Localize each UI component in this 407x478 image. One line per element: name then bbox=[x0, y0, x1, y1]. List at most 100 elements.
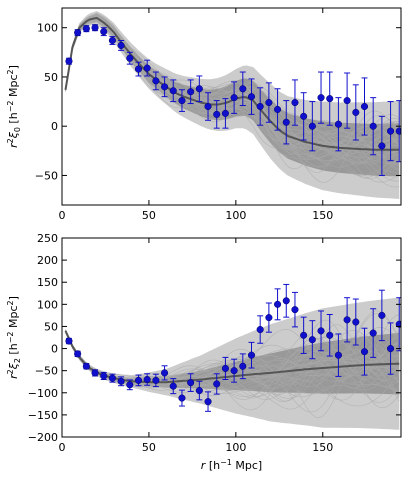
data-point bbox=[247, 93, 256, 101]
y-tick-label: −50 bbox=[35, 365, 58, 378]
data-point bbox=[274, 105, 282, 114]
data-point bbox=[317, 94, 325, 102]
data-point bbox=[387, 127, 395, 135]
y-tick-label: −50 bbox=[35, 169, 58, 182]
data-point bbox=[117, 377, 125, 385]
data-point bbox=[213, 110, 221, 118]
data-point bbox=[117, 41, 125, 49]
data-point bbox=[317, 327, 325, 335]
data-point bbox=[161, 369, 169, 377]
y-tick-label: 50 bbox=[44, 71, 58, 84]
data-point bbox=[326, 95, 334, 103]
data-point bbox=[204, 398, 212, 406]
x-tick-label: 100 bbox=[225, 441, 246, 454]
data-point bbox=[265, 314, 273, 322]
data-point bbox=[187, 88, 195, 96]
data-point bbox=[352, 108, 360, 116]
y-axis-label: r2ξ2 [h−2 Mpc2] bbox=[6, 296, 22, 379]
data-point bbox=[291, 99, 299, 107]
data-point bbox=[195, 387, 203, 395]
data-point bbox=[230, 367, 238, 375]
data-point bbox=[300, 331, 308, 339]
data-point bbox=[169, 382, 177, 390]
data-point bbox=[326, 331, 334, 339]
data-point bbox=[378, 142, 386, 150]
data-point bbox=[74, 29, 82, 37]
data-point bbox=[195, 85, 203, 93]
data-point bbox=[282, 297, 290, 305]
x-tick-label: 150 bbox=[312, 441, 333, 454]
y-tick-label: −100 bbox=[28, 387, 58, 400]
data-point bbox=[204, 102, 212, 111]
plot-area bbox=[64, 283, 401, 430]
data-point bbox=[239, 362, 247, 370]
y-tick-label: 200 bbox=[37, 254, 58, 267]
data-point bbox=[178, 97, 186, 105]
data-point bbox=[161, 83, 169, 91]
data-point bbox=[387, 345, 395, 353]
data-point bbox=[334, 120, 342, 128]
data-point bbox=[91, 369, 99, 377]
x-axis-label: r [h−1 Mpc] bbox=[201, 458, 262, 472]
data-point bbox=[265, 99, 273, 107]
mock-line bbox=[65, 13, 400, 160]
data-point bbox=[308, 336, 316, 344]
data-point bbox=[343, 316, 351, 324]
data-point bbox=[274, 300, 282, 308]
data-point bbox=[178, 394, 186, 402]
data-point bbox=[108, 374, 116, 382]
data-point bbox=[126, 381, 134, 389]
data-point bbox=[100, 28, 108, 36]
data-point bbox=[334, 351, 342, 359]
data-point bbox=[369, 329, 377, 337]
data-point bbox=[91, 24, 99, 32]
x-tick-label: 100 bbox=[225, 209, 246, 222]
data-point bbox=[221, 364, 229, 373]
y-tick-label: 50 bbox=[44, 320, 58, 333]
axes-frame bbox=[61, 7, 402, 206]
data-point bbox=[82, 25, 90, 33]
x-tick-label: 150 bbox=[312, 209, 333, 222]
data-point bbox=[187, 379, 195, 387]
axes-frame bbox=[61, 237, 402, 438]
data-point bbox=[308, 122, 316, 130]
data-point bbox=[360, 348, 369, 356]
data-point bbox=[239, 85, 247, 93]
x-tick-label: 0 bbox=[59, 441, 66, 454]
data-point bbox=[247, 351, 256, 359]
data-point bbox=[395, 127, 401, 135]
x-tick-label: 0 bbox=[59, 209, 66, 222]
data-point bbox=[256, 325, 264, 334]
data-point bbox=[152, 376, 160, 384]
data-point bbox=[82, 362, 90, 370]
y-tick-label: 100 bbox=[37, 298, 58, 311]
y-tick-label: 150 bbox=[37, 276, 58, 289]
data-points bbox=[65, 24, 401, 176]
data-point bbox=[256, 102, 264, 111]
data-point bbox=[134, 376, 143, 384]
data-point bbox=[152, 77, 160, 85]
y-tick-label: 0 bbox=[51, 343, 58, 356]
top-panel-xi0: 0 50 100 150 −50 0 50 100 r2ξ0 [h−2 Mpc2] bbox=[6, 7, 402, 222]
data-point bbox=[74, 350, 82, 358]
data-point bbox=[343, 97, 351, 105]
data-point bbox=[108, 36, 116, 45]
data-point bbox=[369, 122, 377, 130]
data-point bbox=[143, 375, 151, 384]
x-tick-label: 50 bbox=[142, 441, 156, 454]
data-point bbox=[378, 311, 386, 319]
data-point bbox=[230, 94, 238, 102]
data-point bbox=[352, 318, 360, 326]
y-axis-label: r2ξ0 [h−2 Mpc2] bbox=[6, 65, 22, 148]
data-points bbox=[65, 283, 401, 412]
data-point bbox=[143, 64, 151, 72]
data-point bbox=[134, 65, 143, 73]
data-point bbox=[282, 118, 290, 126]
data-point bbox=[213, 380, 221, 388]
y-tick-label: −200 bbox=[28, 431, 58, 444]
data-point bbox=[65, 57, 73, 65]
data-point bbox=[65, 337, 73, 345]
data-point bbox=[169, 87, 177, 95]
y-tick-label: 0 bbox=[51, 120, 58, 133]
